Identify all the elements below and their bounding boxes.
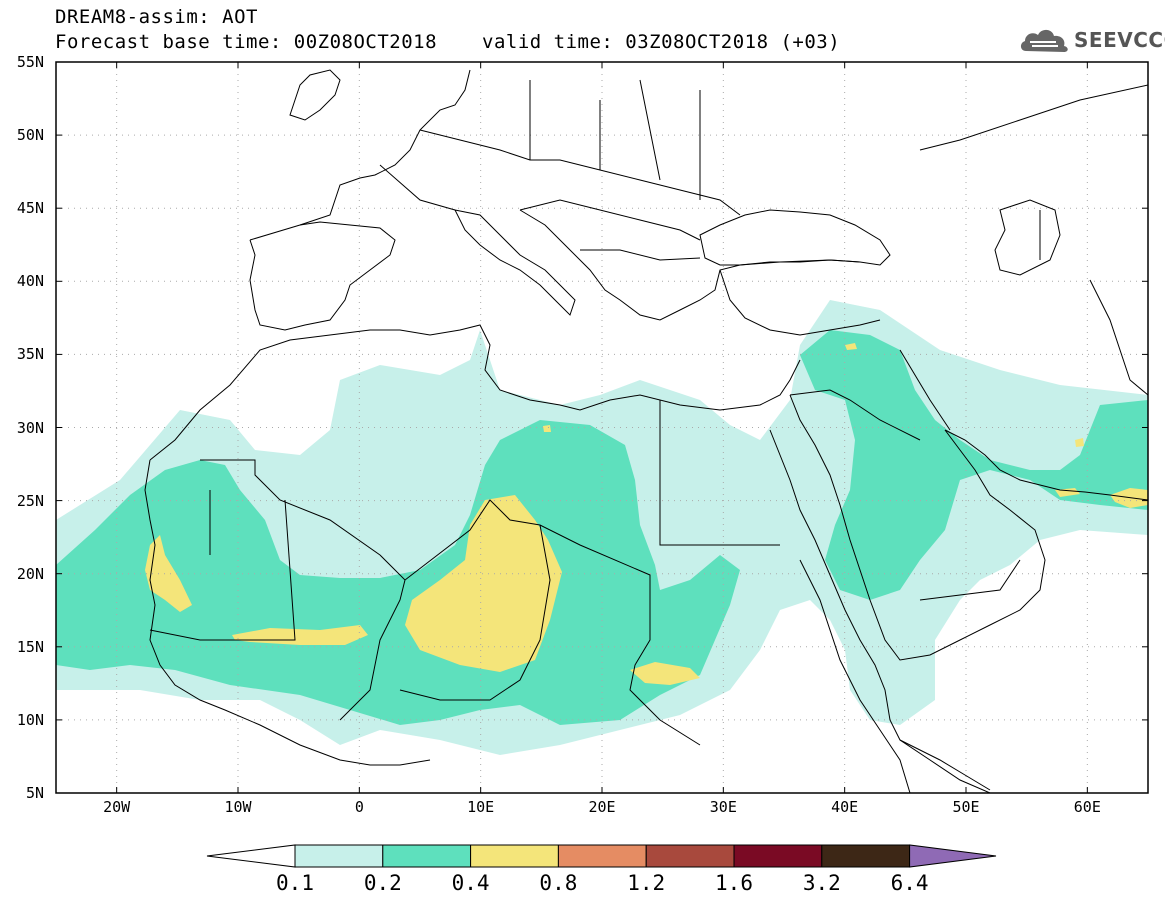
colorbar-max-arrow <box>909 844 997 868</box>
middle-east-borders <box>789 210 1148 601</box>
colorbar-swatch <box>294 844 384 868</box>
lon-tick-label: 0 <box>354 798 364 816</box>
colorbar-swatch <box>470 844 559 868</box>
iberia-coastline <box>249 221 396 331</box>
cloud-icon <box>1020 29 1068 52</box>
balkans-coastline <box>519 209 861 321</box>
logo-text: SEEVCCC <box>1074 28 1165 52</box>
colorbar-swatch <box>382 844 472 868</box>
west-africa-coastline <box>144 459 431 766</box>
somalia-coastline <box>899 739 991 791</box>
coastlines <box>144 69 1148 793</box>
lon-tick-label: 60E <box>1073 798 1101 816</box>
arabia-coastline <box>789 394 1046 661</box>
seevccc-logo: SEEVCCC <box>1018 24 1165 60</box>
colorbar-label: 1.6 <box>715 871 753 895</box>
lat-tick-label: 55N <box>16 53 44 71</box>
colorbar-swatch <box>733 844 823 868</box>
lat-tick-label: 5N <box>25 784 44 802</box>
colorbar-min-arrow <box>206 844 296 868</box>
lon-tick-label: 50E <box>952 798 980 816</box>
persian-gulf-coastline <box>944 429 1148 501</box>
colorbar-label: 1.2 <box>627 871 666 895</box>
colorbar-label: 3.2 <box>802 871 841 895</box>
aot-fields <box>56 300 1148 755</box>
lat-tick-label: 30N <box>16 418 44 437</box>
europe-interior-borders <box>379 79 1148 261</box>
colorbar-label: 0.1 <box>276 871 314 895</box>
lat-tick-label: 50N <box>16 126 44 145</box>
lat-tick-label: 25N <box>16 491 44 510</box>
map-title: DREAM8-assim: AOT <box>55 6 258 28</box>
europe-west-coastline <box>249 69 471 241</box>
forecast-base-time: Forecast base time: 00Z08OCT2018 <box>55 31 438 53</box>
colorbar-swatch <box>821 844 911 868</box>
colorbar <box>206 844 997 868</box>
map-grid <box>56 62 1148 793</box>
britain-coastline <box>289 69 341 121</box>
east-africa-border <box>799 559 911 793</box>
colorbar-label: 0.8 <box>539 871 578 895</box>
lon-tick-label: 30E <box>709 798 737 816</box>
north-africa-coastline <box>149 324 801 461</box>
africa-interior-borders <box>149 400 780 746</box>
lon-tick-label: 10E <box>467 798 495 816</box>
lat-tick-label: 20N <box>16 564 44 583</box>
lat-tick-label: 40N <box>16 272 44 291</box>
aot-level-0.2 <box>56 330 1148 725</box>
axis-ticks <box>56 61 1148 794</box>
colorbar-swatch <box>645 844 735 868</box>
caspian-coastline <box>994 199 1061 276</box>
colorbar-label: 6.4 <box>890 871 929 895</box>
colorbar-swatch <box>557 844 647 868</box>
black-sea-coastline <box>699 209 891 266</box>
lon-tick-label: 20E <box>588 798 616 816</box>
lon-tick-label: 20W <box>103 798 131 816</box>
valid-time: valid time: 03Z08OCT2018 (+03) <box>482 31 841 53</box>
lat-tick-label: 35N <box>16 345 44 364</box>
lat-tick-label: 10N <box>16 710 44 729</box>
lon-tick-label: 40E <box>831 798 859 816</box>
anatolia-coastline <box>719 269 881 336</box>
lat-tick-label: 45N <box>16 199 44 218</box>
colorbar-label: 0.2 <box>363 871 402 895</box>
lon-tick-label: 10W <box>224 798 252 816</box>
lat-tick-label: 15N <box>16 637 44 656</box>
italy-coastline <box>454 209 576 316</box>
colorbar-label: 0.4 <box>451 871 490 895</box>
red-sea-coastline <box>769 429 991 793</box>
